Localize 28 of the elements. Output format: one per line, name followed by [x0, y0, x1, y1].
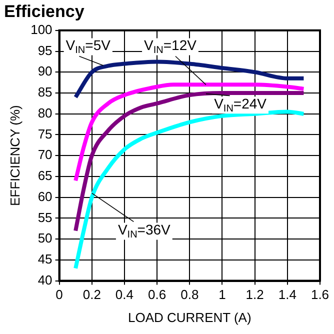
x-tick-label: 0.6 — [148, 287, 166, 302]
y-tick-label: 50 — [38, 230, 52, 246]
y-tick-label: 95 — [38, 42, 52, 58]
x-tick-label: 0.2 — [82, 287, 101, 302]
x-tick-label: 1 — [218, 287, 226, 302]
y-axis-title: EFFICIENCY (%) — [7, 105, 22, 206]
x-tick-label: 1.6 — [310, 287, 330, 302]
y-tick-label: 55 — [38, 210, 52, 225]
y-tick-label: 60 — [38, 188, 52, 204]
y-tick-label: 40 — [38, 272, 52, 288]
y-tick-label: 100 — [30, 22, 52, 37]
y-tick-label: 80 — [38, 105, 52, 120]
x-axis-title: LOAD CURRENT (A) — [128, 310, 252, 325]
x-tick-label: 1.2 — [246, 287, 264, 302]
y-tick-label: 90 — [38, 64, 52, 79]
y-tick-label: 45 — [38, 252, 52, 267]
line-series — [74, 60, 306, 100]
line-series — [74, 110, 306, 270]
y-tick-label: 70 — [38, 147, 52, 162]
x-tick-label: 0 — [56, 287, 63, 302]
chart-title: Efficiency — [4, 2, 85, 21]
y-tick-label: 65 — [38, 168, 52, 184]
x-tick-label: 0.4 — [115, 287, 134, 302]
x-tick-label: 0.8 — [180, 287, 199, 302]
y-tick-label: 85 — [38, 84, 52, 100]
y-tick-label: 75 — [38, 126, 52, 142]
line-series — [74, 82, 306, 183]
x-tick-label: 1.4 — [278, 287, 296, 302]
